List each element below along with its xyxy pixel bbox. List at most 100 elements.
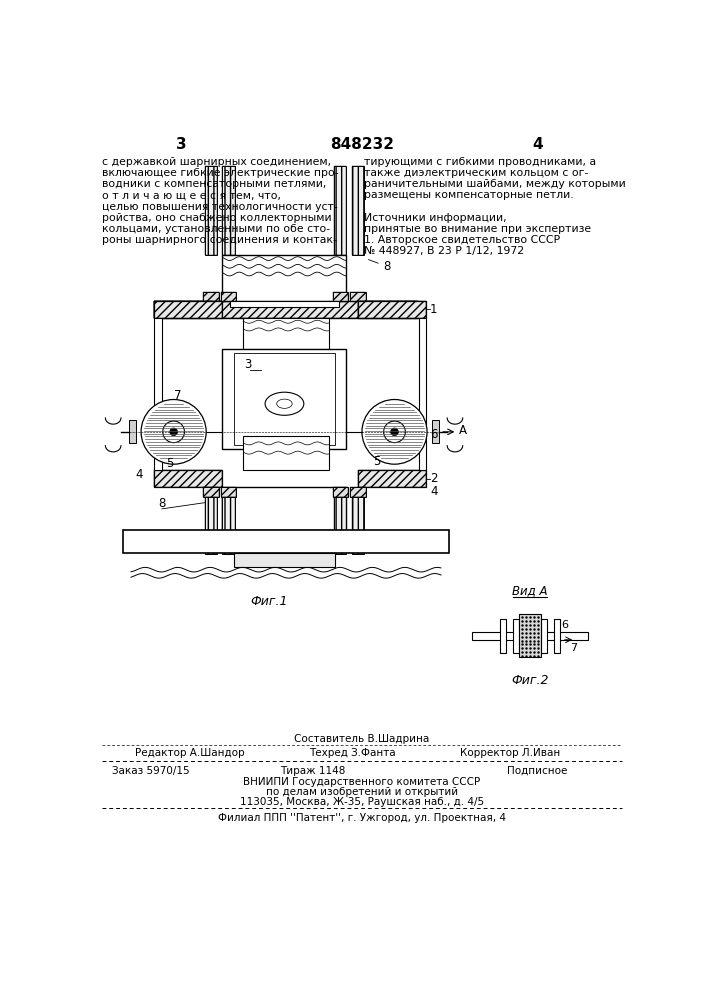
Bar bbox=[351, 292, 366, 301]
Bar bbox=[154, 301, 223, 318]
Bar bbox=[230, 301, 339, 307]
Text: Вид А: Вид А bbox=[513, 584, 548, 597]
Text: 6: 6 bbox=[430, 428, 438, 441]
Circle shape bbox=[170, 428, 177, 436]
Text: Редактор А.Шандор: Редактор А.Шандор bbox=[135, 748, 245, 758]
Bar bbox=[221, 487, 236, 497]
Bar bbox=[223, 487, 346, 530]
Text: Корректор Л.Иван: Корректор Л.Иван bbox=[460, 748, 561, 758]
Bar bbox=[541, 619, 547, 653]
Bar bbox=[358, 301, 416, 318]
Text: Фиг.1: Фиг.1 bbox=[250, 595, 288, 608]
Circle shape bbox=[163, 421, 185, 443]
Bar bbox=[203, 292, 218, 301]
Bar bbox=[332, 292, 348, 301]
Text: 5: 5 bbox=[166, 457, 173, 470]
Bar bbox=[513, 619, 519, 653]
Text: Подписное: Подписное bbox=[507, 766, 567, 776]
Bar bbox=[234, 553, 335, 567]
Text: целью повышения технологичности уст-: целью повышения технологичности уст- bbox=[103, 202, 338, 212]
Bar bbox=[154, 470, 223, 487]
Bar bbox=[204, 497, 217, 554]
Ellipse shape bbox=[265, 392, 304, 415]
Bar bbox=[472, 632, 588, 640]
Bar bbox=[221, 487, 236, 497]
Text: о т л и ч а ю щ е е с я тем, что,: о т л и ч а ю щ е е с я тем, что, bbox=[103, 190, 281, 200]
Text: № 448927, В 23 Р 1/12, 1972: № 448927, В 23 Р 1/12, 1972 bbox=[363, 246, 524, 256]
Text: 113035, Москва, Ж-35, Раушская наб., д. 4/5: 113035, Москва, Ж-35, Раушская наб., д. … bbox=[240, 797, 484, 807]
Bar bbox=[352, 166, 364, 255]
Bar bbox=[204, 166, 217, 255]
Text: роны шарнирного соединения и контак-: роны шарнирного соединения и контак- bbox=[103, 235, 337, 245]
Text: Фиг.2: Фиг.2 bbox=[511, 674, 549, 687]
Bar bbox=[203, 292, 218, 301]
Text: принятые во внимание при экспертизе: принятые во внимание при экспертизе bbox=[363, 224, 590, 234]
Text: 5: 5 bbox=[373, 455, 380, 468]
Bar bbox=[351, 487, 366, 497]
Text: Источники информации,: Источники информации, bbox=[363, 213, 506, 223]
Text: 2: 2 bbox=[430, 472, 438, 485]
Bar bbox=[334, 166, 346, 255]
Bar bbox=[223, 166, 235, 255]
Text: 4: 4 bbox=[135, 468, 143, 481]
Bar bbox=[358, 301, 416, 318]
Bar bbox=[352, 497, 364, 554]
Text: 3: 3 bbox=[176, 137, 187, 152]
Bar bbox=[519, 614, 541, 657]
Bar bbox=[352, 166, 364, 255]
Bar bbox=[223, 349, 346, 449]
Bar bbox=[154, 301, 212, 318]
Bar bbox=[332, 487, 348, 497]
Bar bbox=[204, 166, 217, 255]
Bar bbox=[419, 318, 426, 470]
Text: ВНИИПИ Государственного комитета СССР: ВНИИПИ Государственного комитета СССР bbox=[243, 777, 481, 787]
Bar bbox=[129, 420, 136, 443]
Bar bbox=[243, 436, 329, 470]
Text: включающее гибкие электрические про-: включающее гибкие электрические про- bbox=[103, 168, 339, 178]
Bar bbox=[223, 255, 346, 301]
Text: также диэлектрическим кольцом с ог-: также диэлектрическим кольцом с ог- bbox=[363, 168, 588, 178]
Bar bbox=[221, 292, 236, 301]
Text: 848232: 848232 bbox=[330, 137, 394, 152]
Bar bbox=[203, 487, 218, 497]
Text: 7: 7 bbox=[571, 643, 578, 653]
Text: Филиал ППП ''Патент'', г. Ужгород, ул. Проектная, 4: Филиал ППП ''Патент'', г. Ужгород, ул. П… bbox=[218, 813, 506, 823]
Text: 1. Авторское свидетельство СССР: 1. Авторское свидетельство СССР bbox=[363, 235, 560, 245]
Bar bbox=[203, 487, 218, 497]
Circle shape bbox=[141, 400, 206, 464]
Text: с державкой шарнирных соединением,: с державкой шарнирных соединением, bbox=[103, 157, 332, 167]
Bar bbox=[554, 619, 561, 653]
Bar bbox=[154, 301, 418, 318]
Bar bbox=[358, 301, 426, 318]
Circle shape bbox=[384, 421, 405, 443]
Text: Составитель В.Шадрина: Составитель В.Шадрина bbox=[294, 734, 430, 744]
Text: 8: 8 bbox=[368, 260, 391, 273]
Text: 4: 4 bbox=[430, 485, 438, 498]
Text: 4: 4 bbox=[532, 137, 543, 152]
Text: по делам изобретений и открытий: по делам изобретений и открытий bbox=[266, 787, 458, 797]
Text: 7: 7 bbox=[174, 389, 181, 402]
Text: 1: 1 bbox=[430, 303, 438, 316]
Text: 3: 3 bbox=[244, 358, 252, 371]
Bar bbox=[154, 301, 418, 318]
Circle shape bbox=[362, 400, 427, 464]
Bar bbox=[123, 530, 449, 553]
Bar bbox=[204, 497, 217, 554]
Bar bbox=[358, 470, 426, 487]
Bar bbox=[500, 619, 506, 653]
Text: размещены компенсаторные петли.: размещены компенсаторные петли. bbox=[363, 190, 573, 200]
Bar bbox=[334, 166, 346, 255]
Text: тирующими с гибкими проводниками, а: тирующими с гибкими проводниками, а bbox=[363, 157, 595, 167]
Circle shape bbox=[391, 428, 398, 436]
Bar bbox=[352, 497, 364, 554]
Bar bbox=[243, 318, 329, 349]
Bar bbox=[221, 292, 236, 301]
Bar bbox=[334, 497, 346, 554]
Bar bbox=[358, 301, 426, 318]
Bar bbox=[332, 292, 348, 301]
Bar bbox=[154, 470, 223, 487]
Text: ройства, оно снабжено коллекторными: ройства, оно снабжено коллекторными bbox=[103, 213, 332, 223]
Bar bbox=[358, 470, 426, 487]
Bar bbox=[154, 301, 212, 318]
Bar bbox=[223, 166, 235, 255]
